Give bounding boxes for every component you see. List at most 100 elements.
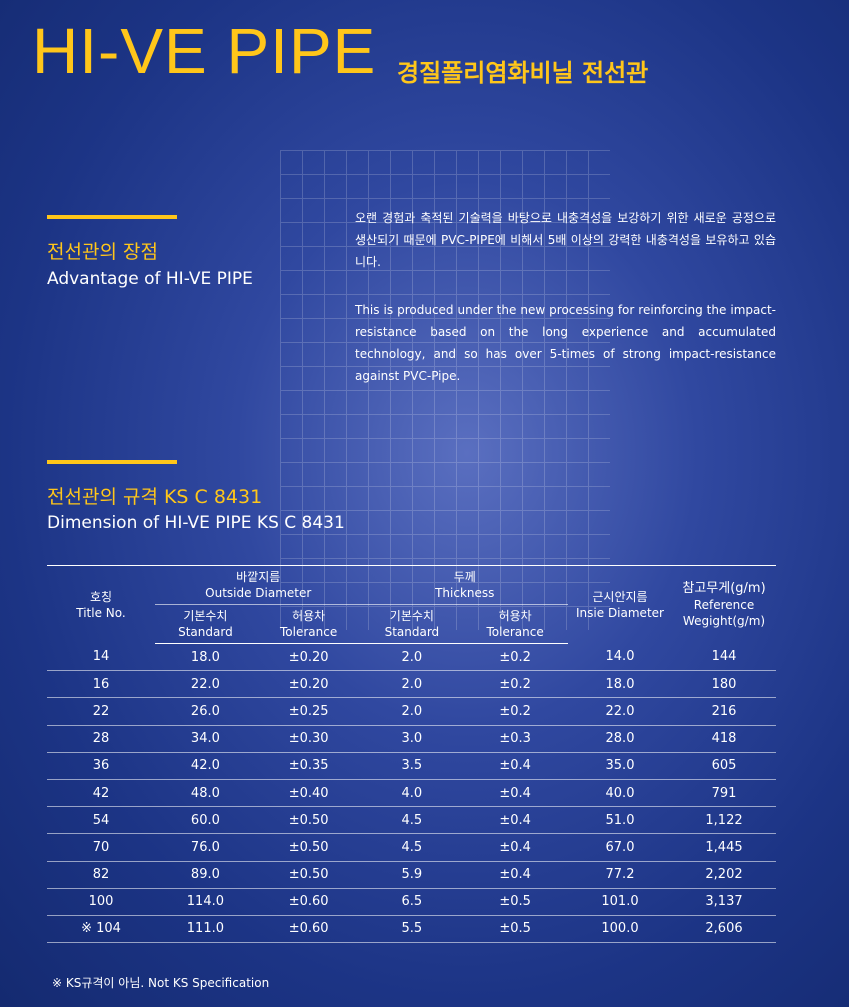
table-cell: 18.0 bbox=[568, 670, 672, 699]
table-row: 42 48.0 ±0.40 4.0 ±0.4 40.0 791 bbox=[47, 779, 776, 808]
header: Outside Diameter bbox=[205, 586, 312, 600]
heading: 전선관의 규격 KS C 8431 bbox=[47, 486, 263, 508]
table-cell: ±0.2 bbox=[462, 643, 568, 672]
table-cell: 180 bbox=[672, 670, 776, 699]
header: 두께 bbox=[453, 570, 476, 584]
table-cell: 144 bbox=[672, 643, 776, 672]
table-cell: 16 bbox=[47, 670, 155, 699]
table-cell: ±0.4 bbox=[462, 861, 568, 889]
table-cell: 28.0 bbox=[568, 725, 672, 753]
table-cell: ±0.4 bbox=[462, 833, 568, 862]
table-cell: 14.0 bbox=[568, 643, 672, 672]
table-cell: 2,202 bbox=[672, 861, 776, 889]
table-cell: 2.0 bbox=[361, 643, 463, 672]
table-cell: 67.0 bbox=[568, 833, 672, 862]
table-cell: 4.0 bbox=[361, 779, 463, 808]
header: Reference Wegight(g/m) bbox=[682, 598, 766, 629]
table-cell: 3,137 bbox=[672, 888, 776, 916]
table-cell: 216 bbox=[672, 697, 776, 726]
table-cell: ±0.50 bbox=[255, 806, 362, 835]
divider bbox=[47, 215, 177, 219]
table-cell: 101.0 bbox=[568, 888, 672, 916]
header: 바깥지름 bbox=[236, 570, 281, 584]
table-cell: 605 bbox=[672, 752, 776, 780]
table-cell: 48.0 bbox=[155, 779, 256, 808]
header: 근시안지름 bbox=[592, 589, 648, 604]
divider bbox=[47, 460, 177, 464]
header: 참고무게(g/m) bbox=[682, 581, 766, 597]
table-cell: 89.0 bbox=[155, 861, 256, 889]
table-cell: ±0.50 bbox=[255, 833, 362, 862]
table-cell: ±0.30 bbox=[255, 725, 362, 753]
table-row: 14 18.0 ±0.20 2.0 ±0.2 14.0 144 bbox=[47, 643, 776, 672]
table-cell: 114.0 bbox=[155, 888, 256, 916]
table-cell: 2.0 bbox=[361, 697, 463, 726]
background-grid bbox=[280, 150, 610, 630]
table-cell: 60.0 bbox=[155, 806, 256, 835]
table-cell: 35.0 bbox=[568, 752, 672, 780]
table-cell: 4.5 bbox=[361, 833, 463, 862]
table-cell: 77.2 bbox=[568, 861, 672, 889]
table-cell: 6.5 bbox=[361, 888, 463, 916]
subtitle: 경질폴리염화비닐 전선관 bbox=[397, 59, 649, 87]
table-cell: ±0.60 bbox=[255, 915, 362, 944]
table-cell: 14 bbox=[47, 643, 155, 672]
table-cell: 5.9 bbox=[361, 861, 463, 889]
table-cell: 76.0 bbox=[155, 833, 256, 862]
table-row: ※ 104 111.0 ±0.60 5.5 ±0.5 100.0 2,606 bbox=[47, 915, 776, 944]
table-cell: 34.0 bbox=[155, 725, 256, 753]
header: Standard bbox=[384, 625, 440, 639]
table-cell: ±0.50 bbox=[255, 861, 362, 889]
table-cell: 100.0 bbox=[568, 915, 672, 944]
heading-en: Dimension of HI-VE PIPE KS C 8431 bbox=[47, 513, 345, 533]
table-cell: 22 bbox=[47, 697, 155, 726]
header: Insie Diameter bbox=[576, 605, 664, 620]
table-row: 70 76.0 ±0.50 4.5 ±0.4 67.0 1,445 bbox=[47, 833, 776, 862]
table-cell: 1,122 bbox=[672, 806, 776, 835]
table-cell: ±0.25 bbox=[255, 697, 362, 726]
table-cell: 26.0 bbox=[155, 697, 256, 726]
header: Thickness bbox=[435, 586, 495, 600]
header: 허용차 bbox=[498, 609, 532, 623]
table-row: 36 42.0 ±0.35 3.5 ±0.4 35.0 605 bbox=[47, 752, 776, 780]
table-cell: 111.0 bbox=[155, 915, 256, 944]
table-row: 100 114.0 ±0.60 6.5 ±0.5 101.0 3,137 bbox=[47, 888, 776, 916]
table-row: 54 60.0 ±0.50 4.5 ±0.4 51.0 1,122 bbox=[47, 806, 776, 835]
table-cell: 36 bbox=[47, 752, 155, 780]
table-row: 22 26.0 ±0.25 2.0 ±0.2 22.0 216 bbox=[47, 697, 776, 726]
table-cell: 22.0 bbox=[568, 697, 672, 726]
table-cell: 54 bbox=[47, 806, 155, 835]
table-cell: 2.0 bbox=[361, 670, 463, 699]
table-cell: ±0.40 bbox=[255, 779, 362, 808]
header: Title No. bbox=[76, 605, 126, 620]
table-cell: 418 bbox=[672, 725, 776, 753]
body-ko: 오랜 경험과 축적된 기술력을 바탕으로 내충격성을 보강하기 위한 새로운 공… bbox=[355, 211, 776, 269]
table-cell: 1,445 bbox=[672, 833, 776, 862]
table-cell: 82 bbox=[47, 861, 155, 889]
table-row: 16 22.0 ±0.20 2.0 ±0.2 18.0 180 bbox=[47, 670, 776, 699]
table-cell: ±0.35 bbox=[255, 752, 362, 780]
table-cell: 51.0 bbox=[568, 806, 672, 835]
table-cell: 18.0 bbox=[155, 643, 256, 672]
table-cell: 42 bbox=[47, 779, 155, 808]
header: Standard bbox=[178, 625, 233, 639]
table-cell: 42.0 bbox=[155, 752, 256, 780]
table-cell: 22.0 bbox=[155, 670, 256, 699]
table-cell: ±0.5 bbox=[462, 915, 568, 944]
table-cell: ※ 104 bbox=[47, 915, 155, 944]
footnote: ※ KS규격이 아님. Not KS Specification bbox=[52, 976, 270, 990]
table-cell: ±0.20 bbox=[255, 643, 362, 672]
header: 기본수치 bbox=[389, 609, 434, 623]
header: 허용차 bbox=[292, 609, 326, 623]
table-cell: 4.5 bbox=[361, 806, 463, 835]
table-cell: 791 bbox=[672, 779, 776, 808]
heading: 전선관의 장점 bbox=[47, 241, 158, 263]
table-cell: 70 bbox=[47, 833, 155, 862]
header: Tolerance bbox=[486, 625, 544, 639]
table-cell: 28 bbox=[47, 725, 155, 753]
table-cell: 40.0 bbox=[568, 779, 672, 808]
table-cell: ±0.2 bbox=[462, 670, 568, 699]
table-cell: ±0.4 bbox=[462, 752, 568, 780]
heading-en: Advantage of HI-VE PIPE bbox=[47, 269, 253, 289]
table-cell: ±0.4 bbox=[462, 779, 568, 808]
